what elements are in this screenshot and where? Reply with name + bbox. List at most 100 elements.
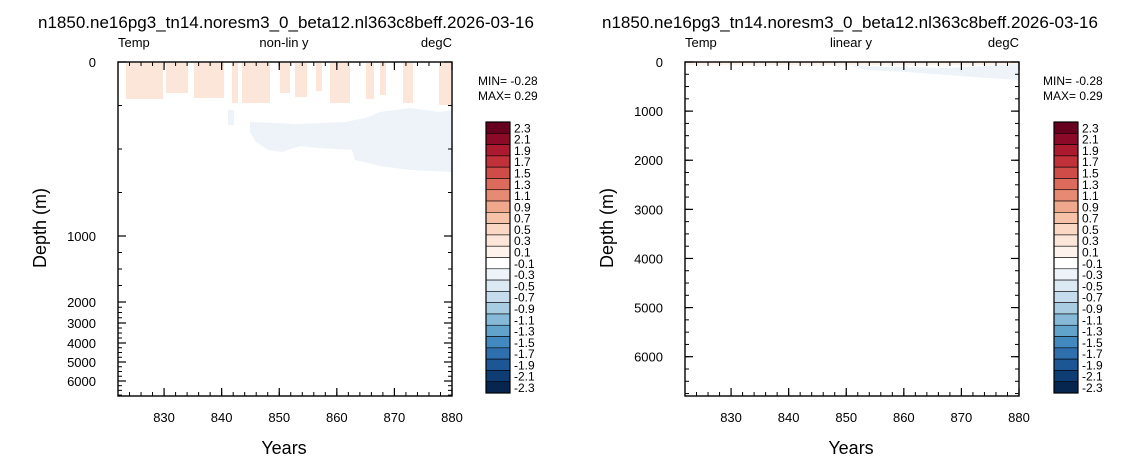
colorbar-swatch: [1053, 268, 1079, 281]
colorbar-swatch: [485, 381, 511, 394]
variable-label: Temp: [685, 35, 717, 50]
warm-band: [316, 63, 322, 91]
colorbar-swatch: [1053, 144, 1079, 157]
colorbar-swatch: [485, 347, 511, 360]
y-tick-label: 4000: [634, 251, 663, 266]
colorbar-label: 0.1: [1082, 246, 1099, 260]
chart-title: n1850.ne16pg3_tn14.noresm3_0_beta12.nl36…: [38, 13, 534, 32]
colorbar-swatch: [1053, 313, 1079, 326]
warm-band: [194, 63, 224, 98]
colorbar-swatch: [485, 178, 511, 191]
x-tick-label: 830: [153, 410, 175, 425]
colorbar-swatch: [1053, 132, 1079, 145]
colorbar-label: -0.5: [1082, 279, 1103, 293]
colorbar-label: -0.1: [514, 257, 535, 271]
colorbar-label: 0.5: [1082, 223, 1099, 237]
colorbar-swatch: [1053, 223, 1079, 236]
colorbar-border: [1053, 121, 1079, 394]
cool-region: [228, 110, 234, 125]
anomaly-field: [685, 62, 1019, 80]
colorbar-label: -1.7: [1082, 347, 1103, 361]
colorbar-label: -0.9: [1082, 302, 1103, 316]
x-tick-label: 860: [893, 410, 915, 425]
colorbar-swatch: [1053, 370, 1079, 383]
colorbar-label: -0.1: [1082, 257, 1103, 271]
warm-layer: [685, 62, 1019, 65]
colorbar-label: -1.1: [514, 313, 535, 327]
y-tick-label: 5000: [634, 301, 663, 316]
colorbar-label: -0.3: [1082, 268, 1103, 282]
warm-band: [366, 63, 374, 99]
colorbar-swatch: [1053, 245, 1079, 258]
colorbar-swatch: [1053, 189, 1079, 202]
cool-region: [852, 64, 1019, 80]
colorbar-label: 2.3: [514, 121, 531, 135]
colorbar-label: -1.3: [1082, 325, 1103, 339]
colorbar-swatch: [485, 223, 511, 236]
colorbar-swatch: [485, 144, 511, 157]
x-axis-title: Years: [261, 438, 306, 458]
colorbar-swatch: [1053, 178, 1079, 191]
colorbar-label: 0.3: [514, 234, 531, 248]
warm-band: [242, 63, 270, 103]
y-tick-label: 6000: [67, 374, 96, 389]
y-tick-label: 3000: [634, 202, 663, 217]
min-value: MIN= -0.28: [1043, 74, 1103, 88]
colorbar-label: -2.1: [514, 370, 535, 384]
colorbar-label: 0.7: [1082, 212, 1099, 226]
colorbar-label: -2.3: [514, 381, 535, 395]
colorbar-label: -1.7: [514, 347, 535, 361]
colorbar-swatch: [485, 302, 511, 315]
colorbar-swatch: [485, 166, 511, 179]
colorbar: 2.32.11.91.71.51.31.10.90.70.50.30.1-0.1…: [1053, 121, 1103, 395]
y-tick-label: 0: [89, 55, 96, 70]
scale-label: non-lin y: [259, 35, 309, 50]
x-tick-label: 840: [778, 410, 800, 425]
warm-band: [126, 63, 163, 99]
colorbar-swatch: [1053, 279, 1079, 292]
colorbar-label: 1.3: [514, 178, 531, 192]
colorbar-label: -1.1: [1082, 313, 1103, 327]
min-value: MIN= -0.28: [478, 74, 538, 88]
y-axis-title: Depth (m): [30, 188, 50, 268]
colorbar-label: 1.7: [514, 155, 531, 169]
cool-region: [250, 108, 452, 172]
colorbar-swatch: [485, 370, 511, 383]
colorbar-swatch: [1053, 121, 1079, 134]
colorbar-border: [485, 121, 511, 394]
colorbar-swatch: [485, 245, 511, 258]
colorbar-swatch: [485, 212, 511, 224]
x-tick-label: 850: [835, 410, 857, 425]
colorbar-label: -1.9: [1082, 358, 1103, 372]
colorbar-label: -1.3: [514, 325, 535, 339]
y-tick-label: 2000: [634, 153, 663, 168]
colorbar-label: -1.9: [514, 358, 535, 372]
colorbar-swatch: [1053, 200, 1079, 213]
colorbar-swatch: [485, 189, 511, 202]
y-axis-title: Depth (m): [597, 188, 617, 268]
colorbar-label: 0.1: [514, 246, 531, 260]
y-tick-label: 1000: [634, 104, 663, 119]
colorbar-swatch: [485, 313, 511, 326]
colorbar-swatch: [1053, 155, 1079, 168]
colorbar: 2.32.11.91.71.51.31.10.90.70.50.30.1-0.1…: [485, 121, 535, 395]
colorbar-label: 0.3: [1082, 234, 1099, 248]
colorbar-swatch: [1053, 302, 1079, 315]
warm-band: [330, 63, 350, 103]
variable-label: Temp: [118, 35, 150, 50]
colorbar-swatch: [1053, 257, 1079, 270]
warm-band: [295, 63, 307, 97]
colorbar-label: -0.7: [514, 291, 535, 305]
plot-border: [117, 61, 453, 397]
chart-linear-depth: n1850.ne16pg3_tn14.noresm3_0_beta12.nl36…: [597, 13, 1103, 458]
y-tick-label: 5000: [67, 355, 96, 370]
y-tick-label: 4000: [67, 336, 96, 351]
panel-linear: n1850.ne16pg3_tn14.noresm3_0_beta12.nl36…: [567, 0, 1134, 460]
x-axis-title: Years: [828, 438, 873, 458]
colorbar-swatch: [485, 358, 511, 371]
chart-nonlinear-depth: n1850.ne16pg3_tn14.noresm3_0_beta12.nl36…: [30, 13, 538, 458]
plot-frame: 830 840 850 860 870 880 0 1000 2000 3000 4000 5000 6…: [67, 55, 463, 425]
panel-nonlinear: n1850.ne16pg3_tn14.noresm3_0_beta12.nl36…: [0, 0, 567, 460]
colorbar-label: 1.5: [1082, 166, 1099, 180]
colorbar-swatch: [485, 132, 511, 145]
